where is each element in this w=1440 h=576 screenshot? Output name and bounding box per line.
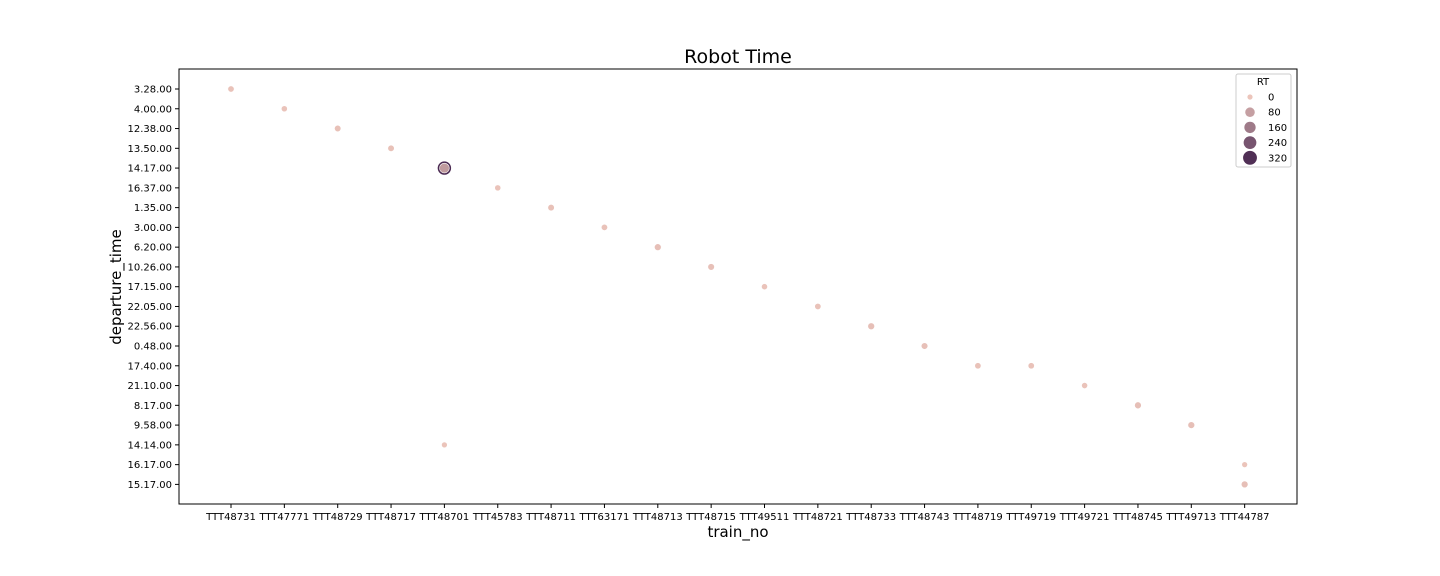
legend-marker [1244, 121, 1256, 134]
plot-frame [178, 68, 1298, 505]
x-tick-label: TTT45783 [472, 512, 523, 523]
data-point [387, 144, 395, 152]
x-tick-label: TTT48713 [632, 512, 683, 523]
data-point [441, 441, 448, 449]
data-point [547, 204, 555, 212]
axes: TTT48731 TTT47771 TTT48729 TTT48717 TTT48701… [127, 68, 1298, 523]
legend-title: RT [1257, 77, 1270, 88]
legend-marker [1247, 94, 1253, 100]
x-tick-label: TTT48715 [685, 512, 736, 523]
legend-marker [1243, 136, 1257, 149]
data-point [974, 362, 982, 370]
x-tick-label: TTT48731 [205, 512, 256, 523]
x-tick-label: TTT63171 [579, 512, 630, 523]
data-point [494, 184, 502, 192]
x-tick-label: TTT48701 [419, 512, 470, 523]
x-tick-label: TTT49719 [1005, 512, 1056, 523]
chart-title: Robot Time [684, 46, 792, 68]
y-axis-label: departure_time [107, 229, 126, 344]
y-tick-label: 17.15.00 [127, 282, 172, 293]
data-point [814, 302, 822, 310]
data-points [227, 85, 1249, 489]
x-tick-label: TTT49713 [1165, 512, 1216, 523]
x-tick-label: TTT48711 [525, 512, 576, 523]
y-tick-label: 6.20.00 [134, 243, 172, 254]
y-tick-label: 1.35.00 [134, 203, 172, 214]
y-tick-label: 4.00.00 [134, 104, 172, 115]
legend-label: 160 [1268, 123, 1287, 134]
legend-label: 320 [1268, 153, 1287, 164]
data-point [280, 105, 288, 113]
x-tick-label: TTT48743 [899, 512, 950, 523]
y-tick-label: 22.05.00 [127, 302, 172, 313]
legend: RT 0 80 160 240 320 [1235, 73, 1292, 168]
legend-label: 0 [1268, 93, 1274, 104]
y-tick-label: 13.50.00 [127, 144, 172, 155]
y-tick-label: 14.17.00 [127, 164, 172, 175]
y-tick-label: 10.26.00 [127, 262, 172, 273]
y-tick-label: 15.17.00 [127, 480, 172, 491]
x-tick-label: TTT48733 [845, 512, 896, 523]
legend-marker [1243, 150, 1257, 165]
legend-label: 80 [1268, 108, 1281, 119]
y-tick-label: 12.38.00 [127, 124, 172, 135]
x-tick-label: TTT47771 [258, 512, 309, 523]
y-tick-label: 14.14.00 [127, 440, 172, 451]
data-point [1081, 382, 1088, 389]
data-point [600, 223, 608, 231]
x-tick-label: TTT48721 [792, 512, 843, 523]
data-point [707, 263, 715, 271]
y-tick-label: 21.10.00 [127, 381, 172, 392]
x-tick-label: TTT48719 [952, 512, 1003, 523]
y-tick-label: 9.58.00 [134, 421, 172, 432]
data-point [227, 85, 235, 93]
x-axis-label: train_no [707, 523, 768, 542]
data-point [1241, 461, 1248, 468]
x-tick-label: TTT49721 [1059, 512, 1110, 523]
x-tick-label: TTT44787 [1219, 512, 1270, 523]
data-point [439, 162, 450, 174]
y-tick-label: 16.17.00 [127, 460, 172, 471]
y-tick-label: 0.48.00 [134, 342, 172, 353]
y-tick-label: 22.56.00 [127, 322, 172, 333]
x-tick-label: TTT48717 [365, 512, 416, 523]
y-tick-label: 3.28.00 [134, 85, 172, 96]
x-tick-label: TTT48745 [1112, 512, 1163, 523]
y-tick-label: 8.17.00 [134, 401, 172, 412]
y-tick-label: 16.37.00 [127, 183, 172, 194]
legend-label: 240 [1268, 138, 1287, 149]
data-point [867, 322, 875, 330]
data-point [761, 283, 768, 291]
data-point [920, 342, 929, 350]
y-tick-label: 3.00.00 [134, 223, 172, 234]
data-point [1134, 401, 1142, 410]
x-tick-label: TTT48729 [312, 512, 363, 523]
data-point [334, 124, 342, 133]
data-point [1027, 362, 1035, 370]
data-point [1187, 421, 1196, 429]
x-tick-label: TTT49511 [739, 512, 790, 523]
y-tick-label: 17.40.00 [127, 361, 172, 372]
data-point [654, 243, 662, 251]
legend-marker [1245, 107, 1255, 117]
data-point [1240, 480, 1249, 489]
